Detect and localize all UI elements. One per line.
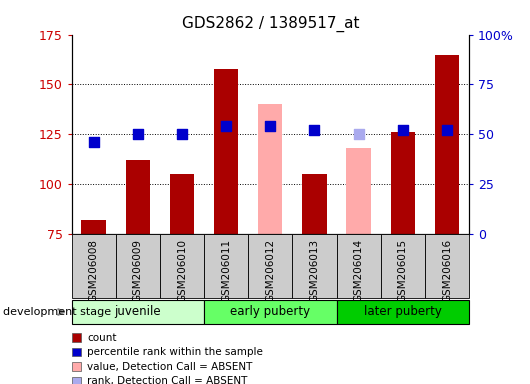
Point: [355, 131, 363, 137]
Bar: [72, 300, 204, 324]
Bar: [214, 68, 238, 234]
Bar: [204, 234, 248, 298]
Text: rank, Detection Call = ABSENT: rank, Detection Call = ABSENT: [87, 376, 248, 384]
Bar: [435, 55, 459, 234]
Text: GSM206009: GSM206009: [133, 239, 143, 302]
Text: percentile rank within the sample: percentile rank within the sample: [87, 347, 263, 357]
Bar: [337, 300, 469, 324]
Bar: [116, 234, 160, 298]
Text: GSM206011: GSM206011: [221, 239, 231, 303]
Text: GSM206015: GSM206015: [398, 239, 408, 303]
Point: [90, 139, 98, 146]
Point: [178, 131, 186, 137]
Bar: [381, 234, 425, 298]
Point: [443, 127, 451, 134]
Text: GSM206016: GSM206016: [442, 239, 452, 303]
Point: [134, 131, 142, 137]
Point: [399, 127, 407, 134]
Point: [310, 127, 319, 134]
Bar: [425, 234, 469, 298]
Bar: [347, 148, 371, 234]
Text: GSM206010: GSM206010: [177, 239, 187, 302]
Text: juvenile: juvenile: [114, 306, 161, 318]
Title: GDS2862 / 1389517_at: GDS2862 / 1389517_at: [182, 16, 359, 32]
Bar: [160, 234, 204, 298]
Bar: [391, 132, 415, 234]
Text: GSM206012: GSM206012: [266, 239, 275, 303]
Text: GSM206013: GSM206013: [310, 239, 320, 303]
Text: count: count: [87, 333, 117, 343]
Text: value, Detection Call = ABSENT: value, Detection Call = ABSENT: [87, 362, 253, 372]
Text: later puberty: later puberty: [364, 306, 441, 318]
Bar: [72, 234, 116, 298]
Text: early puberty: early puberty: [230, 306, 311, 318]
Bar: [170, 174, 194, 234]
Bar: [258, 104, 282, 234]
Bar: [337, 234, 381, 298]
Bar: [204, 300, 337, 324]
Point: [266, 123, 275, 129]
Text: GSM206014: GSM206014: [354, 239, 364, 303]
Bar: [126, 161, 150, 234]
Bar: [248, 234, 293, 298]
Bar: [82, 220, 106, 234]
Text: development stage: development stage: [3, 307, 111, 317]
Text: GSM206008: GSM206008: [89, 239, 99, 302]
Point: [222, 123, 231, 129]
Bar: [293, 234, 337, 298]
Bar: [302, 174, 326, 234]
